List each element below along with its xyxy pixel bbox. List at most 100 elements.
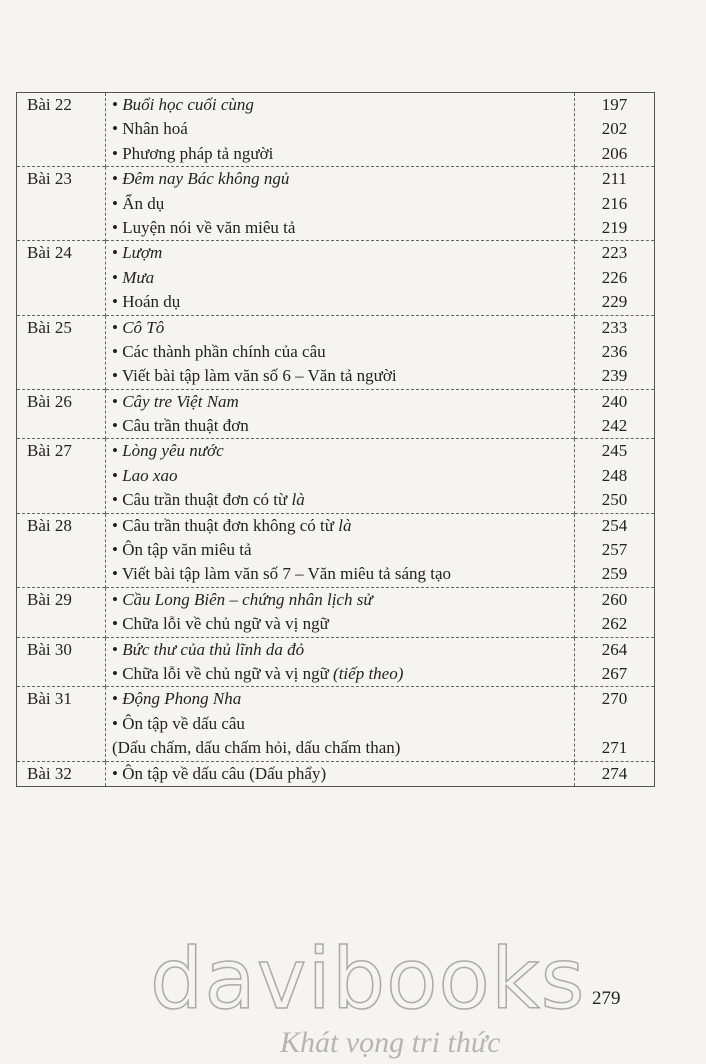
- lesson-label: Bài 27: [27, 441, 72, 461]
- entry-page: 229: [601, 292, 628, 312]
- toc-row: Bài 28 • Câu trần thuật đơn không có từ l…: [16, 513, 655, 588]
- entry-page: 219: [601, 217, 628, 237]
- entry-page: 240: [601, 391, 628, 411]
- toc-entry: • Chữa lỗi về chủ ngữ và vị ngữ (tiếp th…: [112, 662, 574, 686]
- lesson-label: Bài 28: [27, 515, 72, 535]
- entry-page: 267: [601, 663, 628, 683]
- entry-text: (tiếp theo): [333, 663, 404, 683]
- entry-text: Động Phong Nha: [122, 689, 242, 709]
- entry-text: Đêm nay Bác không ngủ: [122, 169, 290, 189]
- entry-text: Lượm: [122, 243, 163, 263]
- toc-entry: • Lòng yêu nước: [112, 439, 574, 463]
- entry-page: 211: [602, 169, 627, 189]
- entry-page: 248: [601, 465, 628, 485]
- entry-text: • Luyện nói về văn miêu tả: [112, 217, 296, 237]
- entry-page: 271: [601, 738, 628, 758]
- entry-text: • Các thành phần chính của câu: [112, 341, 326, 361]
- toc-entry: • Cây tre Việt Nam: [112, 390, 574, 414]
- lesson-label: Bài 30: [27, 639, 72, 659]
- entry-text: • Nhân hoá: [112, 119, 188, 139]
- toc-entry: (Dấu chấm, dấu chấm hỏi, dấu chấm than): [112, 736, 574, 760]
- entry-page: 223: [601, 243, 628, 263]
- toc-entry: • Các thành phần chính của câu: [112, 340, 574, 364]
- toc-entry: • Câu trần thuật đơn có từ là: [112, 488, 574, 512]
- toc-row: Bài 29 • Cầu Long Biên – chứng nhân lịch …: [16, 587, 655, 638]
- entry-text: • Ôn tập về dấu câu (Dấu phẩy): [112, 763, 327, 783]
- entry-page: 216: [601, 193, 628, 213]
- entry-text: •: [112, 465, 123, 485]
- lesson-label: Bài 24: [27, 243, 72, 263]
- entry-text: • Hoán dụ: [112, 292, 181, 312]
- entry-page: [575, 712, 654, 736]
- toc-entry: • Lượm: [112, 241, 574, 265]
- toc-row: Bài 22 • Buổi học cuối cùng • Nhân hoá • Ph…: [16, 92, 655, 167]
- toc-entry: • Chữa lỗi về chủ ngữ và vị ngữ: [112, 612, 574, 636]
- entry-text: • Phương pháp tả người: [112, 143, 274, 163]
- entry-page: 206: [601, 143, 628, 163]
- entry-text: •: [112, 589, 123, 609]
- entry-page: 233: [601, 317, 628, 337]
- toc-entry: • Động Phong Nha: [112, 687, 574, 711]
- toc-row: Bài 31 • Động Phong Nha • Ôn tập về dấu câ…: [16, 686, 655, 762]
- entry-text: • Ôn tập về dấu câu: [112, 713, 245, 733]
- entry-text: • Chữa lỗi về chủ ngữ và vị ngữ: [112, 663, 334, 683]
- entry-page: 236: [601, 341, 628, 361]
- entry-page: 274: [601, 763, 628, 783]
- toc-entry: • Câu trần thuật đơn không có từ là: [112, 514, 574, 538]
- toc-row: Bài 32 • Ôn tập về dấu câu (Dấu phẩy) 274: [16, 761, 655, 787]
- entry-text: Lao xao: [122, 465, 178, 485]
- lesson-label: Bài 31: [27, 689, 72, 709]
- toc-entry: • Ôn tập về dấu câu (Dấu phẩy): [112, 762, 574, 786]
- toc-entry: • Đêm nay Bác không ngủ: [112, 167, 574, 191]
- toc-entry: • Nhân hoá: [112, 117, 574, 141]
- toc-row: Bài 25 • Cô Tô • Các thành phần chính của …: [16, 315, 655, 390]
- entry-page: 270: [601, 689, 628, 709]
- toc-entry: • Luyện nói về văn miêu tả: [112, 216, 574, 240]
- entry-text: •: [112, 169, 123, 189]
- toc-entry: • Hoán dụ: [112, 290, 574, 314]
- entry-page: 262: [601, 614, 628, 634]
- toc-entry: • Ẩn dụ: [112, 192, 574, 216]
- entry-text: • Viết bài tập làm văn số 7 – Văn miêu t…: [112, 564, 452, 584]
- entry-page: 245: [601, 441, 628, 461]
- entry-page: 257: [601, 540, 628, 560]
- toc-row: Bài 27 • Lòng yêu nước • Lao xao • Câu trần…: [16, 438, 655, 514]
- toc-entry: • Viết bài tập làm văn số 6 – Văn tả ngư…: [112, 364, 574, 388]
- entry-text: •: [112, 689, 123, 709]
- entry-text: Cây tre Việt Nam: [122, 391, 239, 411]
- entry-text: • Câu trần thuật đơn: [112, 416, 249, 436]
- entry-text: là: [338, 515, 352, 535]
- entry-text: Cô Tô: [122, 317, 165, 337]
- toc-row: Bài 26 • Cây tre Việt Nam • Câu trần thuật…: [16, 389, 655, 439]
- lesson-label: Bài 22: [27, 95, 72, 114]
- lesson-label: Bài 26: [27, 391, 72, 411]
- lesson-label: Bài 29: [27, 589, 72, 609]
- toc-entry: • Cầu Long Biên – chứng nhân lịch sử: [112, 588, 574, 612]
- entry-page: 254: [601, 515, 628, 535]
- entry-page: 202: [601, 119, 628, 139]
- entry-text: • Ôn tập văn miêu tả: [112, 540, 252, 560]
- entry-text: •: [112, 243, 123, 263]
- entry-text: Mưa: [122, 267, 155, 287]
- entry-text: • Viết bài tập làm văn số 6 – Văn tả ngư…: [112, 366, 397, 386]
- entry-text: Buổi học cuối cùng: [122, 95, 254, 114]
- entry-text: •: [112, 317, 123, 337]
- entry-text: •: [112, 639, 123, 659]
- toc-entry: • Mưa: [112, 266, 574, 290]
- entry-page: 264: [601, 639, 628, 659]
- toc-row: Bài 30 • Bức thư của thủ lĩnh da đỏ • Chữa…: [16, 637, 655, 687]
- entry-text: •: [112, 441, 123, 461]
- watermark-logo: davibooks: [149, 929, 586, 1029]
- entry-page: 197: [601, 95, 628, 114]
- entry-page: 239: [601, 366, 628, 386]
- lesson-label: Bài 32: [27, 763, 72, 783]
- lesson-label: Bài 23: [27, 169, 72, 189]
- entry-text: là: [291, 490, 305, 510]
- entry-page: 242: [601, 416, 628, 436]
- entry-page: 259: [601, 564, 628, 584]
- page-number: 279: [592, 988, 621, 1009]
- entry-text: •: [112, 267, 123, 287]
- toc-entry: • Phương pháp tả người: [112, 142, 574, 166]
- entry-text: • Chữa lỗi về chủ ngữ và vị ngữ: [112, 614, 329, 634]
- toc-entry: • Ôn tập văn miêu tả: [112, 538, 574, 562]
